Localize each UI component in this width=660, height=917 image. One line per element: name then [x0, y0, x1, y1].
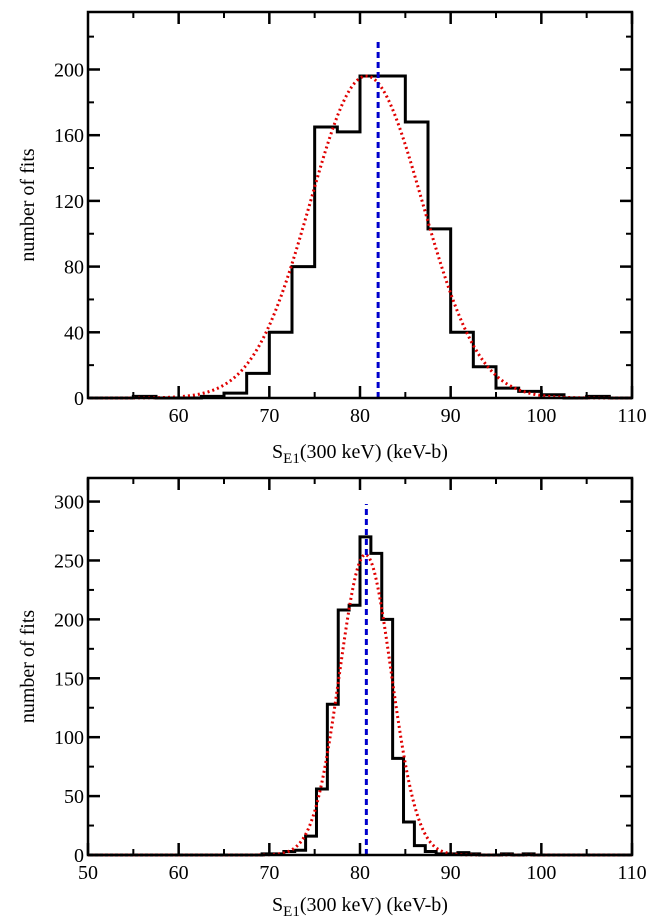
y-tick-label: 150 — [54, 668, 84, 690]
y-tick-label: 250 — [54, 550, 84, 572]
x-tick-label: 80 — [350, 862, 370, 884]
y-axis-label: number of fits — [17, 610, 39, 724]
y-tick-label: 80 — [64, 257, 84, 279]
y-tick-label: 40 — [64, 322, 84, 344]
x-tick-label: 50 — [78, 862, 98, 884]
x-tick-label: 60 — [169, 862, 189, 884]
y-tick-label: 100 — [54, 727, 84, 749]
top-histogram-panel: 60 70 80 90 100 110 0 40 80 120 160 200 SE1(300 keV)… — [17, 10, 647, 467]
y-axis-label: number of fits — [17, 148, 39, 262]
plot-frame — [86, 476, 634, 857]
x-axis-label: SE1(300 keV) (keV-b) — [272, 894, 448, 917]
y-tick-label: 200 — [54, 59, 84, 81]
x-tick-label: 70 — [259, 405, 279, 427]
y-tick-label: 200 — [54, 609, 84, 631]
x-tick-label: 60 — [169, 405, 189, 427]
y-tick-label: 0 — [74, 388, 84, 410]
y-tick-label: 160 — [54, 125, 84, 147]
x-tick-label: 80 — [350, 405, 370, 427]
x-tick-label: 90 — [441, 862, 461, 884]
x-axis-label: SE1(300 keV) (keV-b) — [272, 441, 448, 467]
x-tick-label: 90 — [441, 405, 461, 427]
x-tick-label: 100 — [526, 862, 556, 884]
bottom-histogram-panel: 50 60 70 80 90 100 110050100150200250300SE1(30… — [17, 476, 647, 917]
y-tick-label: 50 — [64, 786, 84, 808]
x-tick-label: 110 — [617, 862, 646, 884]
y-tick-label: 120 — [54, 191, 84, 213]
y-tick-label: 0 — [74, 845, 84, 867]
plot-frame — [86, 10, 634, 400]
x-tick-label: 70 — [259, 862, 279, 884]
histogram-steps — [88, 74, 632, 400]
y-tick-label: 300 — [54, 492, 84, 514]
histogram-steps — [88, 535, 632, 857]
x-tick-label: 100 — [526, 405, 556, 427]
x-tick-label: 110 — [617, 405, 646, 427]
